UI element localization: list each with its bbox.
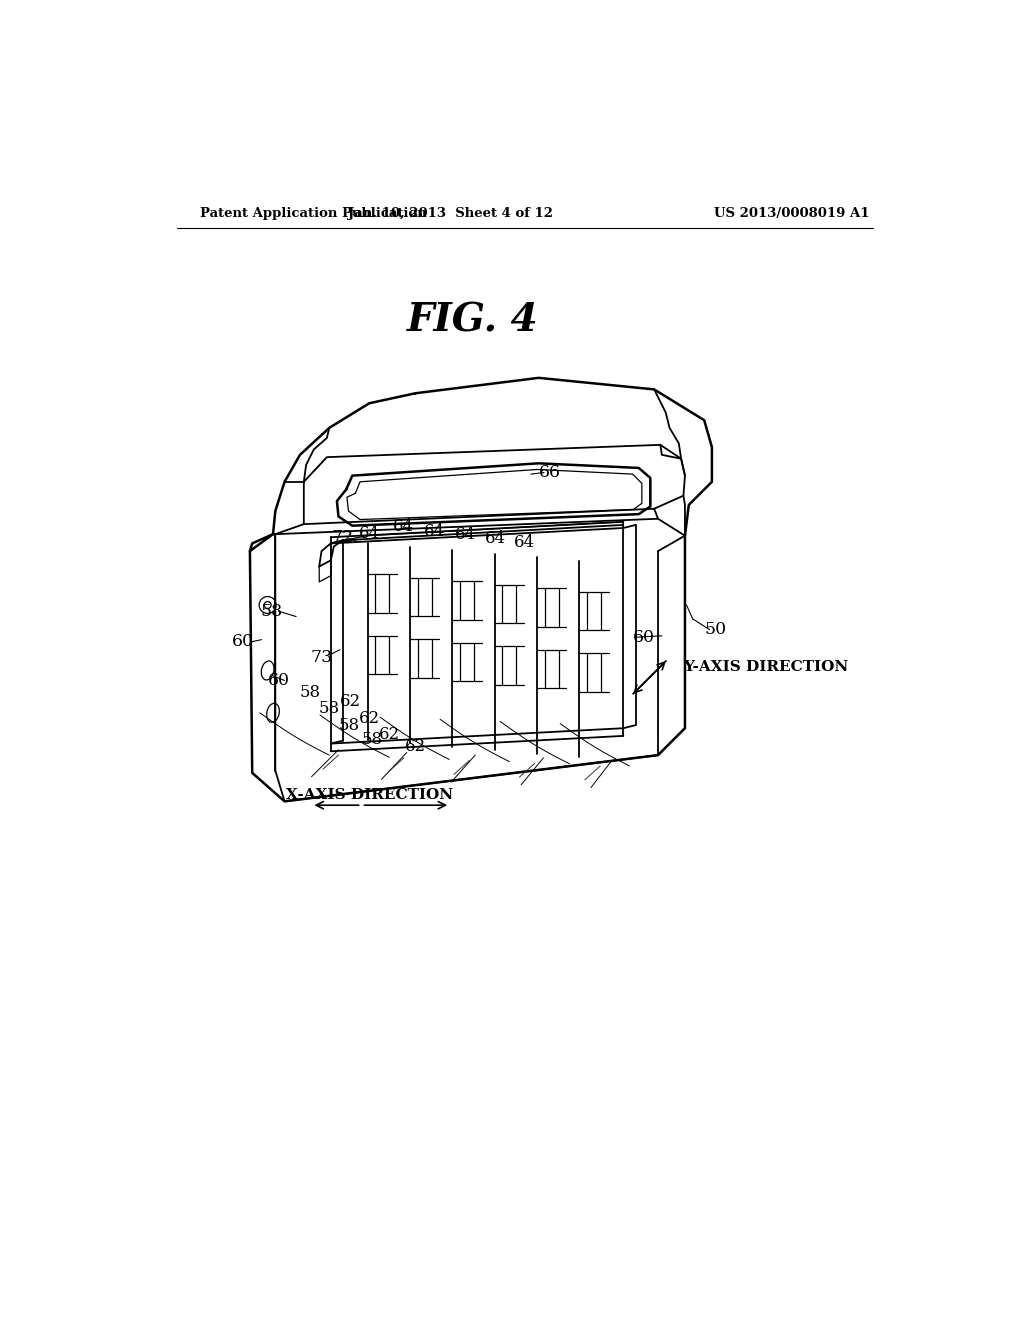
Text: 64: 64 [358,525,380,543]
Text: Patent Application Publication: Patent Application Publication [200,207,427,220]
Text: 62: 62 [340,693,361,710]
Text: 62: 62 [358,710,380,727]
Text: US 2013/0008019 A1: US 2013/0008019 A1 [714,207,869,220]
Text: 58: 58 [318,701,340,718]
Text: 60: 60 [232,634,254,651]
Text: 64: 64 [424,523,445,540]
Text: 62: 62 [379,726,399,743]
Text: Jan. 10, 2013  Sheet 4 of 12: Jan. 10, 2013 Sheet 4 of 12 [347,207,553,220]
Text: 58: 58 [339,717,360,734]
Text: 58: 58 [260,603,283,619]
Text: 72: 72 [332,529,354,545]
Text: X-AXIS DIRECTION: X-AXIS DIRECTION [286,788,453,803]
Text: 50: 50 [705,622,727,638]
Text: 66: 66 [540,465,561,480]
Text: 64: 64 [485,531,506,548]
Text: 62: 62 [404,738,426,755]
Text: 73: 73 [310,649,333,665]
Text: 58: 58 [300,684,321,701]
Text: 64: 64 [455,527,476,544]
Text: 60: 60 [633,628,654,645]
Text: Y-AXIS DIRECTION: Y-AXIS DIRECTION [683,660,849,673]
Text: 58: 58 [362,731,383,748]
Text: FIG. 4: FIG. 4 [408,301,539,339]
Text: 64: 64 [514,535,536,552]
Text: 64: 64 [392,517,414,535]
Text: 60: 60 [267,672,290,689]
